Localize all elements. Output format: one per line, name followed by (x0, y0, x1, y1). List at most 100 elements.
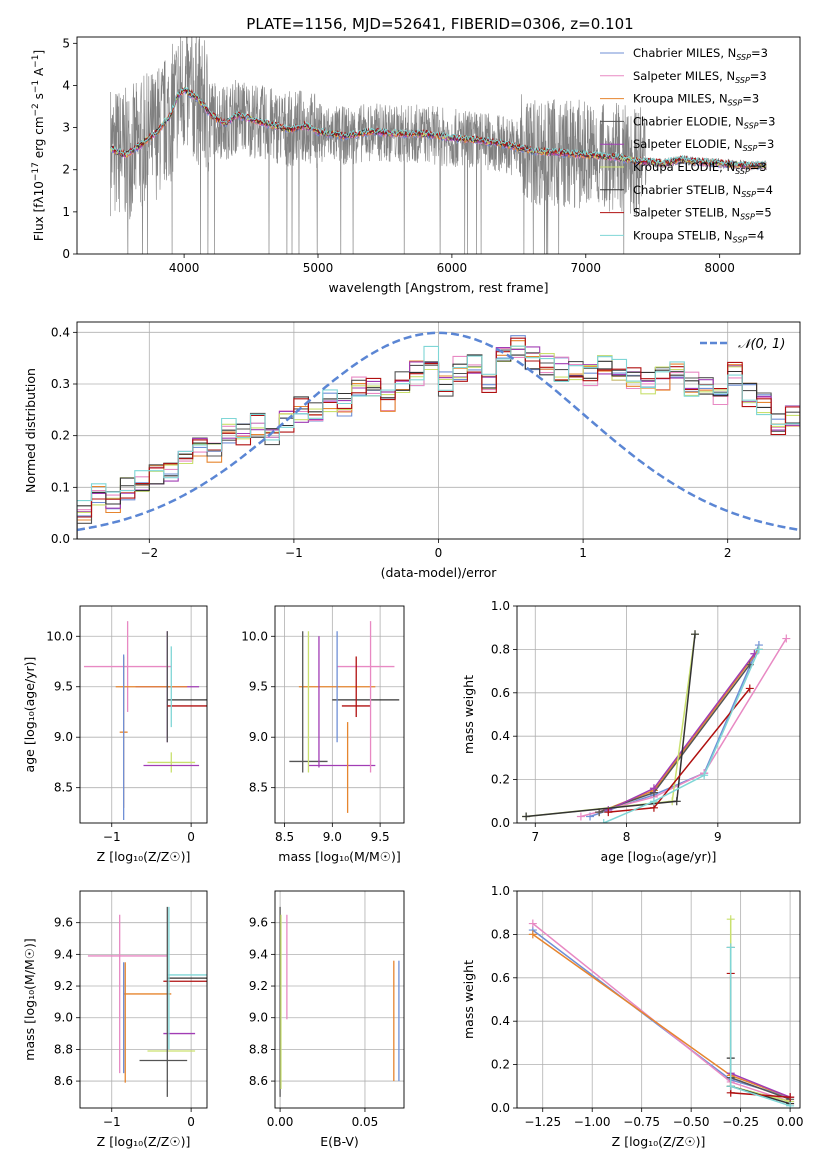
panel-age-vs-mass: 8.5 9.0 9.5 8.5 9.0 9.5 10.0 mass [log₁₀(M/M☉)] (241, 605, 405, 864)
mass-weight-vs-Z-ylabel: mass weight (461, 960, 476, 1039)
residuals-ytick-label-4: 0.4 (51, 325, 70, 339)
spectrum-legend-tail-5: =3 (750, 160, 767, 174)
age-vs-Z-ytick-label-1: 9.0 (54, 730, 73, 744)
spectrum-legend-tail-6: =4 (756, 183, 773, 197)
spectrum-legend-sub-4: SSP (743, 144, 758, 153)
age-vs-mass-xlabel: mass [log₁₀(M/M☉)] (278, 849, 400, 864)
mass-weight-vs-Z-ytick-label-2: 0.4 (491, 1014, 510, 1028)
residuals-xtick-label-2: 0 (435, 546, 443, 560)
spectrum-ylabel-part-5: −1 (31, 80, 41, 93)
spectrum-legend-sub-5: SSP (735, 167, 750, 176)
spectrum-legend-tail-0: =3 (751, 46, 768, 60)
mass-vs-EBV-ytick-label-3: 9.2 (249, 979, 268, 993)
mass-weight-vs-Z-frame (516, 890, 801, 1109)
spectrum-legend-label-7: Salpeter STELIB, NSSP=5 (633, 206, 772, 222)
spectrum-ylabel-part-0: Flux [fλ10 (32, 181, 46, 241)
mass-weight-vs-age-plot-area (522, 630, 791, 823)
spectrum-legend-sub-7: SSP (740, 213, 755, 222)
residual-hist-2 (77, 340, 800, 539)
residuals-ylabel: Normed distribution (23, 368, 38, 493)
spectrum-legend-sub-3: SSP (744, 121, 759, 130)
spectrum-legend-tail-1: =3 (750, 69, 767, 83)
spectrum-legend-tail-2: =3 (742, 92, 759, 106)
figure-title: PLATE=1156, MJD=52641, FIBERID=0306, z=0… (246, 15, 633, 33)
mass-vs-EBV-ytick-label-0: 8.6 (249, 1074, 268, 1088)
mass-weight-vs-Z-series-1 (532, 922, 791, 1103)
age-vs-Z-plot-area (83, 621, 207, 820)
spectrum-observed-line (110, 37, 767, 254)
residual-hist-8 (77, 345, 800, 539)
spectrum-legend-name-2: Kroupa MILES, N (633, 92, 728, 106)
age-vs-mass-xtick-label-2: 9.5 (371, 830, 390, 844)
mass-weight-vs-age-series-6-marker-2 (691, 630, 700, 639)
panel-mass-weight-vs-Z: −1.25 −1.00 −0.75 −0.50 −0.25 0.00 0.0 0.2 0.4 0.… (461, 884, 803, 1149)
mass-weight-vs-Z-series-1-marker-0 (528, 919, 537, 928)
panel-age-vs-Z: −1 0 8.5 9.0 9.5 10.0 Z [log₁₀(Z/Z☉)] age [log₁… (22, 605, 208, 864)
spectrum-ytick-label-4: 4 (62, 78, 70, 92)
residual-hist-0 (77, 335, 800, 539)
mass-weight-vs-age-ylabel: mass weight (461, 675, 476, 754)
spectrum-legend-sub-1: SSP (735, 76, 750, 85)
spectrum-xtick-label-4: 8000 (704, 261, 735, 275)
mass-vs-Z-ytick-label-3: 9.2 (54, 979, 73, 993)
mass-weight-vs-age-series-8-marker-3 (754, 645, 763, 654)
mass-weight-vs-age-ytick-label-2: 0.4 (491, 729, 510, 743)
spectrum-legend-name-0: Chabrier MILES, N (633, 46, 736, 60)
residuals-xtick-label-0: −2 (140, 546, 158, 560)
spectrum-xtick-label-2: 6000 (437, 261, 468, 275)
spectrum-legend-label-3: Chabrier ELODIE, NSSP=3 (633, 114, 775, 130)
mass-weight-vs-Z-ytick-label-1: 0.2 (491, 1058, 510, 1072)
spectrum-xtick-label-3: 7000 (571, 261, 602, 275)
age-vs-mass-xtick-label-0: 8.5 (275, 830, 294, 844)
residuals-plot-area (77, 331, 800, 539)
spectrum-xtick-label-0: 4000 (169, 261, 200, 275)
mass-vs-EBV-plot-area (279, 906, 400, 1097)
mass-weight-vs-age-ytick-label-1: 0.2 (491, 773, 510, 787)
mass-vs-EBV-ytick-label-5: 9.6 (249, 916, 268, 930)
residuals-xtick-label-4: 2 (724, 546, 732, 560)
age-vs-mass-ytick-label-1: 9.0 (249, 730, 268, 744)
age-vs-mass-ytick-label-3: 10.0 (241, 629, 268, 643)
mass-vs-Z-xlabel: Z [log₁₀(Z/Z☉)] (97, 1134, 191, 1149)
mass-weight-vs-age-series-8 (603, 649, 760, 823)
spectrum-legend-label-6: Chabrier STELIB, NSSP=4 (633, 183, 773, 199)
mass-weight-vs-age-xtick-label-2: 9 (714, 830, 722, 844)
spectrum-legend-tail-3: =3 (759, 114, 776, 128)
spectrum-legend-name-7: Salpeter STELIB, N (633, 206, 740, 220)
age-vs-mass-ytick-label-0: 8.5 (249, 781, 268, 795)
spectrum-ylabel-part-6: A (32, 67, 46, 80)
mass-vs-Z-xtick-label-1: 0 (187, 1115, 195, 1129)
panel-mass-vs-EBV: 0.00 0.05 8.6 8.8 9.0 9.2 9.4 9.6 E(B-V) (249, 890, 405, 1149)
spectrum-legend-label-2: Kroupa MILES, NSSP=3 (633, 92, 759, 108)
mass-weight-vs-age-series-1 (580, 638, 787, 818)
mass-weight-vs-Z-series-5-marker-0 (726, 915, 735, 924)
mass-weight-vs-age-series-6-marker-1 (672, 797, 681, 806)
residual-hist-6 (77, 354, 800, 539)
spectrum-legend-tail-7: =5 (755, 206, 772, 220)
mass-vs-Z-ytick-label-5: 9.6 (54, 916, 73, 930)
mass-vs-EBV-xlabel: E(B-V) (320, 1134, 359, 1149)
spectrum-legend-sub-8: SSP (733, 235, 748, 244)
spectrum-legend-tail-4: =3 (757, 137, 774, 151)
panel-residuals: −2 −1 0 1 2 0.0 0.1 0.2 0.3 0.4 (data-model)/error… (23, 321, 801, 580)
mass-weight-vs-age-ytick-label-5: 1.0 (491, 599, 510, 613)
mass-weight-vs-Z-ytick-label-0: 0.0 (491, 1101, 510, 1115)
age-vs-Z-xtick-label-1: 0 (187, 830, 195, 844)
spectrum-legend-sub-6: SSP (741, 190, 756, 199)
spectrum-legend-label-4: Salpeter ELODIE, NSSP=3 (633, 137, 774, 153)
mass-vs-EBV-ytick-label-4: 9.4 (249, 947, 268, 961)
residual-hist-1 (77, 347, 800, 539)
panel-spectrum: 4000 5000 6000 7000 8000 0 1 2 3 4 5 wavelength [An… (31, 36, 801, 295)
mass-vs-EBV-ytick-label-1: 8.8 (249, 1042, 268, 1056)
spectrum-legend-label-5: Kroupa ELODIE, NSSP=3 (633, 160, 767, 176)
spectrum-model-line-8 (110, 86, 767, 167)
mass-vs-Z-ytick-label-1: 8.8 (54, 1042, 73, 1056)
age-vs-Z-ylabel: age [log₁₀(age/yr)] (22, 657, 37, 773)
mass-vs-Z-plot-area (87, 906, 207, 1097)
spectrum-plot-area (110, 37, 767, 254)
age-vs-Z-xlabel: Z [log₁₀(Z/Z☉)] (97, 849, 191, 864)
residual-legend-label: 𝒩(0, 1) (738, 337, 785, 352)
mass-weight-vs-Z-xtick-label-1: −1.00 (574, 1115, 611, 1129)
